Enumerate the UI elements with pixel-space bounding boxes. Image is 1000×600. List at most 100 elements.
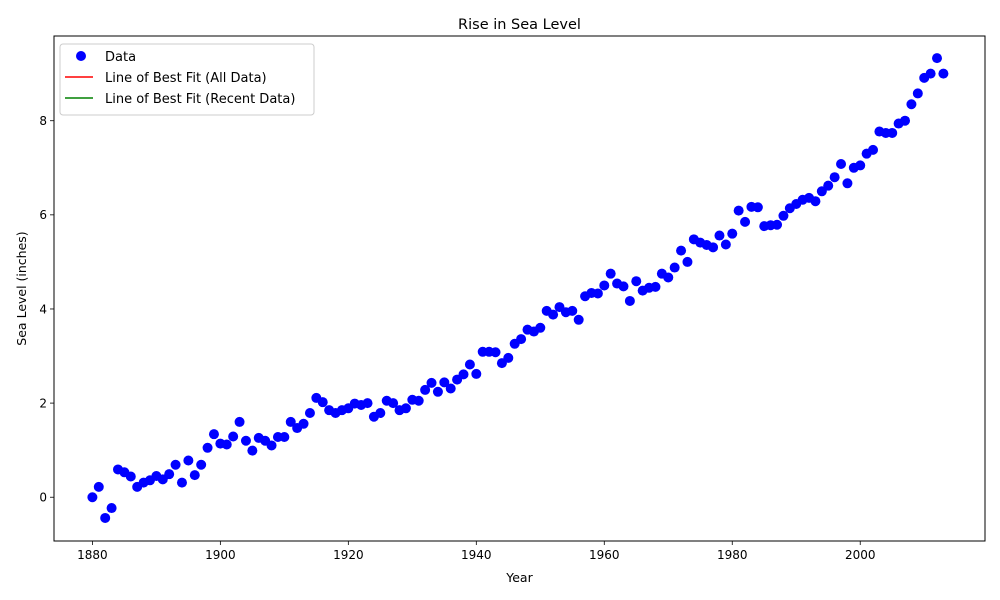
y-tick-label: 8	[39, 114, 47, 128]
data-point	[375, 407, 386, 418]
data-point	[925, 68, 936, 79]
x-axis-label: Year	[505, 570, 533, 585]
data-point	[516, 334, 527, 345]
data-point	[720, 239, 731, 250]
data-point	[432, 386, 443, 397]
data-point	[266, 440, 277, 451]
data-point	[682, 256, 693, 267]
data-point	[740, 216, 751, 227]
data-point	[842, 178, 853, 189]
data-point	[855, 160, 866, 171]
data-point	[317, 397, 328, 408]
legend-label-data: Data	[105, 50, 136, 65]
x-tick-label: 1980	[717, 548, 748, 562]
data-point	[279, 431, 290, 442]
data-point	[567, 305, 578, 316]
data-point	[445, 383, 456, 394]
data-point	[906, 99, 917, 110]
data-point	[170, 459, 181, 470]
data-point	[240, 435, 251, 446]
data-point	[573, 314, 584, 325]
data-point	[548, 309, 559, 320]
data-point	[304, 407, 315, 418]
data-point	[605, 268, 616, 279]
data-point	[221, 439, 232, 450]
legend-box	[59, 43, 315, 116]
y-tick-label: 0	[39, 491, 47, 505]
data-point	[93, 481, 104, 492]
legend-label-recent-data: Line of Best Fit (Recent Data)	[105, 92, 295, 107]
data-point	[183, 455, 194, 466]
data-point	[388, 398, 399, 409]
data-point	[631, 276, 642, 287]
legend-marker-data	[76, 51, 86, 61]
data-point	[439, 377, 450, 388]
y-axis-label: Sea Level (inches)	[14, 231, 29, 345]
plot-area	[87, 53, 949, 523]
data-point	[932, 53, 943, 64]
x-tick-label: 1960	[589, 548, 620, 562]
data-point	[669, 262, 680, 273]
legend: Data Line of Best Fit (All Data) Line of…	[59, 43, 315, 116]
legend-label-all-data: Line of Best Fit (All Data)	[105, 71, 267, 86]
data-point	[228, 431, 239, 442]
data-point	[503, 352, 514, 363]
y-tick-label: 6	[39, 208, 47, 222]
data-point	[100, 512, 111, 523]
y-tick-label: 2	[39, 396, 47, 410]
data-point	[938, 68, 949, 79]
data-point	[189, 470, 200, 481]
data-point	[708, 242, 719, 253]
data-point	[196, 459, 207, 470]
data-point	[727, 228, 738, 239]
data-point	[823, 180, 834, 191]
data-point	[912, 88, 923, 99]
x-tick-label: 1940	[461, 548, 492, 562]
data-point	[836, 159, 847, 170]
data-point	[426, 377, 437, 388]
data-point	[106, 503, 117, 514]
chart-title: Rise in Sea Level	[458, 17, 581, 33]
data-point	[202, 442, 213, 453]
data-point	[420, 384, 431, 395]
data-point	[298, 418, 309, 429]
data-point	[624, 295, 635, 306]
data-point	[663, 272, 674, 283]
data-point	[125, 471, 136, 482]
data-point	[900, 115, 911, 126]
data-point	[618, 281, 629, 292]
data-point	[868, 144, 879, 155]
data-point	[887, 127, 898, 138]
data-point	[592, 288, 603, 299]
data-point	[714, 230, 725, 241]
data-point	[247, 445, 258, 456]
data-point	[458, 369, 469, 380]
data-point	[810, 196, 821, 207]
data-point	[234, 416, 245, 427]
data-point	[535, 322, 546, 333]
x-tick-label: 1900	[205, 548, 236, 562]
data-point	[87, 492, 98, 503]
data-point	[778, 210, 789, 221]
data-point	[464, 359, 475, 370]
data-point	[176, 477, 187, 488]
data-point	[413, 395, 424, 406]
data-point	[490, 347, 501, 358]
x-tick-label: 2000	[845, 548, 876, 562]
data-point	[752, 202, 763, 213]
y-tick-label: 4	[39, 302, 47, 316]
data-point	[285, 416, 296, 427]
data-point	[772, 219, 783, 230]
data-point	[400, 403, 411, 414]
axes-frame	[53, 35, 986, 542]
data-point	[816, 186, 827, 197]
x-tick-label: 1880	[77, 548, 108, 562]
data-point	[676, 245, 687, 256]
data-point	[208, 429, 219, 440]
data-point	[362, 398, 373, 409]
axis-ticks: 1880 1900 1920 1940 1960 1980 2000 0 2 4 6 8	[39, 114, 875, 562]
x-tick-label: 1920	[333, 548, 364, 562]
data-point	[829, 172, 840, 183]
data-point	[164, 469, 175, 480]
